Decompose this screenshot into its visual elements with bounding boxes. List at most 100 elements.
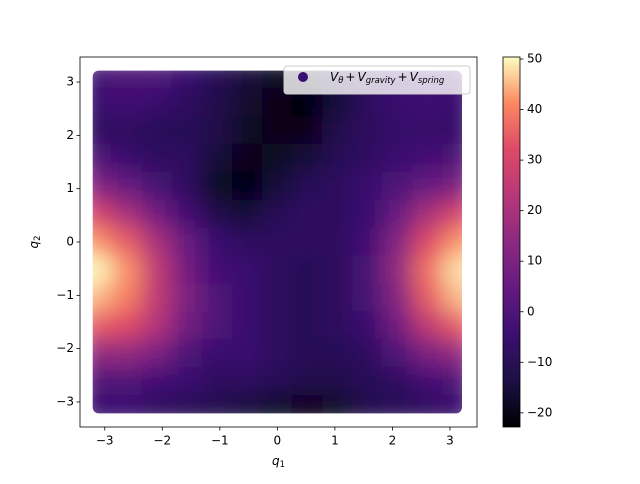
heat-cell — [442, 283, 463, 313]
heat-cell — [261, 367, 293, 397]
x-tick-label: 1 — [331, 434, 339, 448]
heat-cell — [261, 311, 293, 341]
heat-cell — [352, 255, 384, 285]
heat-cell — [412, 367, 444, 397]
heat-cell — [111, 87, 143, 117]
heat-cell — [352, 283, 384, 313]
y-tick-label: −1 — [56, 288, 74, 302]
axis-label: q2 — [27, 235, 43, 248]
heat-cell — [171, 311, 203, 341]
heat-cell — [231, 255, 263, 285]
heat-cell — [231, 339, 263, 368]
axis-label-sub: 1 — [280, 460, 285, 470]
heat-cell — [291, 283, 323, 313]
heat-cell — [201, 367, 233, 397]
heat-cell — [201, 70, 233, 89]
heat-cell — [141, 171, 173, 201]
heat-cell — [92, 339, 113, 368]
heat-cell — [442, 339, 463, 368]
heat-cell — [171, 87, 203, 117]
heat-cell — [412, 116, 444, 145]
colorbar-tick-label: 0 — [527, 304, 535, 318]
heat-cell — [322, 395, 354, 414]
x-tick-label: −3 — [96, 434, 114, 448]
heat-cell — [352, 339, 384, 368]
heat-cell — [412, 227, 444, 257]
heat-cell — [261, 339, 293, 368]
heat-cell — [291, 255, 323, 285]
heat-cell — [442, 116, 463, 145]
heat-cell — [291, 227, 323, 257]
x-tick-label: −1 — [211, 434, 229, 448]
y-tick-label: −2 — [56, 341, 74, 355]
heat-cell — [92, 199, 113, 229]
heat-cell — [201, 395, 233, 414]
axis-label-sub: 2 — [33, 235, 43, 240]
heat-cell — [412, 255, 444, 285]
x-tick-label: 0 — [274, 434, 282, 448]
legend-term-sub: spring — [418, 76, 445, 86]
heat-cell — [322, 283, 354, 313]
heat-cell — [261, 283, 293, 313]
heat-cell — [111, 255, 143, 285]
heat-cell — [111, 367, 143, 397]
heat-cell — [322, 367, 354, 397]
heat-cell — [261, 143, 293, 173]
heat-cell — [291, 367, 323, 397]
legend-joiner: + — [398, 70, 408, 84]
heat-cell — [291, 143, 323, 173]
heat-cell — [382, 227, 414, 257]
heat-cell — [382, 311, 414, 341]
heat-cell — [201, 116, 233, 145]
heat-cell — [171, 143, 203, 173]
heat-cell — [141, 311, 173, 341]
heat-cell — [322, 255, 354, 285]
heat-cell — [231, 395, 263, 414]
heat-cell — [171, 367, 203, 397]
heat-cell — [111, 70, 143, 89]
heat-cell — [92, 283, 113, 313]
heat-cell — [92, 171, 113, 201]
heat-cell — [322, 199, 354, 229]
x-tick-label: 2 — [389, 434, 397, 448]
heat-cell — [201, 311, 233, 341]
heat-cell — [382, 199, 414, 229]
colorbar-tick-label: 10 — [527, 254, 542, 268]
heat-cell — [352, 227, 384, 257]
heat-cell — [171, 339, 203, 368]
heat-cell — [201, 283, 233, 313]
colorbar-tick-label: −10 — [527, 355, 552, 369]
heat-cell — [201, 171, 233, 201]
colorbar-tick-label: 30 — [527, 153, 542, 167]
heat-cell — [261, 116, 293, 145]
heat-cell — [442, 227, 463, 257]
heat-cell — [141, 227, 173, 257]
heat-cell — [412, 171, 444, 201]
heat-cell — [261, 199, 293, 229]
heat-cell — [412, 339, 444, 368]
heat-cell — [382, 367, 414, 397]
heat-cell — [291, 116, 323, 145]
heat-cell — [322, 171, 354, 201]
heat-cell — [92, 87, 113, 117]
y-tick-label: 2 — [66, 128, 74, 142]
heat-cell — [352, 367, 384, 397]
legend-term-sub: θ — [338, 76, 344, 86]
heat-cell — [92, 116, 113, 145]
heat-cell — [141, 116, 173, 145]
heat-cell — [231, 87, 263, 117]
heat-cell — [111, 143, 143, 173]
heat-cell — [442, 311, 463, 341]
legend-term: V — [357, 70, 366, 84]
heat-cell — [322, 143, 354, 173]
heat-cell — [141, 87, 173, 117]
heat-cell — [291, 171, 323, 201]
heat-cell — [231, 70, 263, 89]
heat-cell — [291, 395, 323, 414]
heat-cell — [382, 283, 414, 313]
heat-cell — [141, 283, 173, 313]
legend-marker — [298, 72, 308, 82]
heat-cell — [171, 70, 203, 89]
heat-cell — [201, 339, 233, 368]
heat-cell — [171, 255, 203, 285]
